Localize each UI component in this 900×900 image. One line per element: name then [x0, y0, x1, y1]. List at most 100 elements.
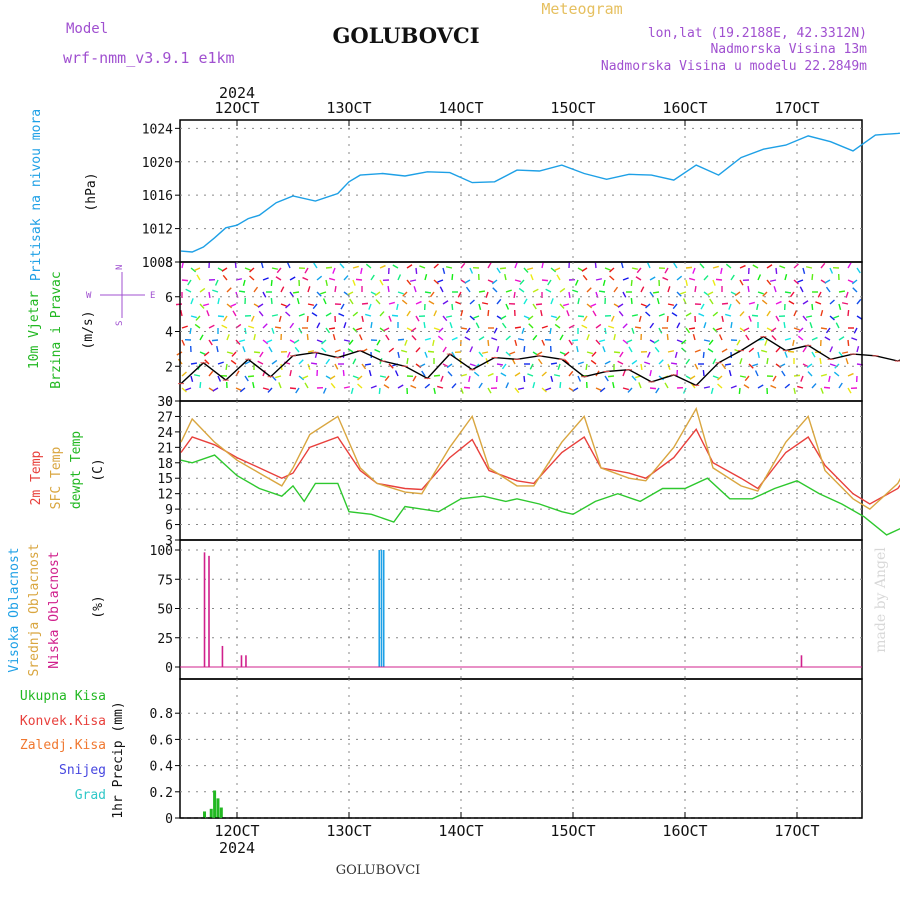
wind-arrow [793, 387, 796, 395]
series-line-dewpt-temp [180, 454, 900, 536]
wind-arrow [388, 301, 395, 305]
panel-frame-2 [179, 400, 863, 541]
wind-arrow [412, 375, 417, 382]
wind-arrow [527, 267, 534, 271]
wind-arrow [559, 334, 564, 341]
wind-arrow [666, 315, 669, 323]
wind-arrow [347, 291, 354, 296]
wind-arrow [415, 267, 418, 275]
wind-arrow [631, 359, 638, 365]
wind-arrow [451, 303, 454, 311]
wind-arrow [437, 335, 444, 341]
wind-arrow [364, 363, 372, 366]
wind-arrow [253, 351, 261, 354]
wind-arrow [421, 370, 426, 377]
wind-arrow [397, 274, 402, 281]
wind-ylabel: (m/s) [81, 310, 96, 349]
wind-arrow [824, 279, 831, 284]
wind-arrow [811, 303, 814, 311]
wind-arrow [406, 357, 409, 365]
wind-arrow [501, 322, 507, 329]
wind-arrow [361, 363, 367, 370]
wind-arrow [572, 289, 579, 293]
wind-arrow [478, 351, 484, 358]
wind-arrow [819, 357, 822, 365]
wind-arrow [478, 382, 483, 389]
wind-arrow [856, 267, 861, 274]
wind-arrow [361, 315, 364, 323]
wind-arrow [599, 387, 606, 393]
y-tick-label: 0 [165, 812, 173, 827]
wind-arrow [610, 315, 615, 322]
wind-arrow [253, 286, 259, 293]
lonlat-label: lon,lat (19.2188E, 42.3312N) [648, 26, 867, 41]
wind-arrow [658, 313, 665, 317]
y-tick-label: 8 [165, 256, 173, 271]
wind-arrow [203, 351, 210, 357]
wind-arrow [439, 286, 444, 293]
wind-arrow [820, 373, 827, 377]
wind-arrow [841, 302, 849, 305]
wind-arrow [825, 327, 831, 334]
wind-arrow [541, 371, 547, 377]
wind-arrow [181, 339, 186, 346]
wind-arrow [721, 363, 727, 370]
bar-niska-oblacnost [221, 645, 224, 667]
wind-arrow [685, 327, 691, 334]
wind-arrow [260, 262, 264, 269]
wind-arrow [247, 375, 255, 378]
wind-arrow [487, 387, 492, 394]
wind-arrow [298, 359, 304, 365]
wind-arrow [226, 334, 230, 341]
wind-arrow [555, 315, 561, 321]
wind-arrow [271, 359, 278, 365]
wind-arrow [355, 278, 363, 281]
y-tick-label: 1016 [142, 189, 173, 204]
wind-arrow [532, 382, 536, 389]
wind-arrow [547, 279, 552, 286]
wind-arrow [457, 291, 462, 298]
wind-arrow [748, 315, 752, 322]
wind-arrow [721, 315, 724, 323]
wind-arrow [752, 264, 759, 269]
wind-arrow [820, 262, 826, 269]
wind-arrow [406, 310, 411, 317]
wind-panel-labels: 10m Vjetar Brzina i Pravac (m/s) W E N S [27, 265, 155, 389]
wind-arrow [387, 285, 390, 293]
wind-arrow [181, 325, 188, 329]
wind-arrow [478, 290, 486, 293]
wind-arrow [505, 382, 510, 389]
legend-snijeg: Snijeg [59, 763, 106, 778]
panel-frame-0 [179, 119, 863, 263]
wind-arrow [487, 372, 494, 377]
y-tick-label: 1008 [142, 256, 173, 271]
wind-arrow [217, 315, 225, 318]
bar-ukupna-kisa [203, 811, 207, 818]
wind-arrow [334, 285, 337, 293]
wind-arrow [244, 267, 251, 271]
compass-e: E [150, 291, 155, 301]
wind-arrow [656, 298, 660, 305]
wind-arrow [332, 267, 336, 274]
wind-arrow [406, 279, 412, 286]
wind-arrow [401, 349, 408, 353]
bar-visoka-oblacnost [382, 550, 385, 667]
wind-arrow [528, 323, 534, 329]
wind-arrow [519, 279, 525, 285]
wind-arrow [820, 387, 824, 394]
wind-arrow [383, 384, 390, 389]
wind-arrow [451, 383, 457, 389]
wind-arrow [662, 276, 669, 281]
bar-niska-oblacnost [800, 655, 803, 667]
wind-arrow [607, 375, 615, 378]
wind-arrow [449, 322, 453, 329]
wind-arrow [730, 274, 735, 281]
wind-arrow [190, 315, 197, 319]
wind-arrow [748, 363, 754, 369]
wind-arrow [730, 321, 733, 329]
wind-arrow [820, 327, 828, 330]
wind-arrow [541, 387, 547, 393]
wind-arrow [658, 327, 663, 334]
wind-arrow [413, 286, 417, 293]
wind-arrow [550, 267, 557, 273]
